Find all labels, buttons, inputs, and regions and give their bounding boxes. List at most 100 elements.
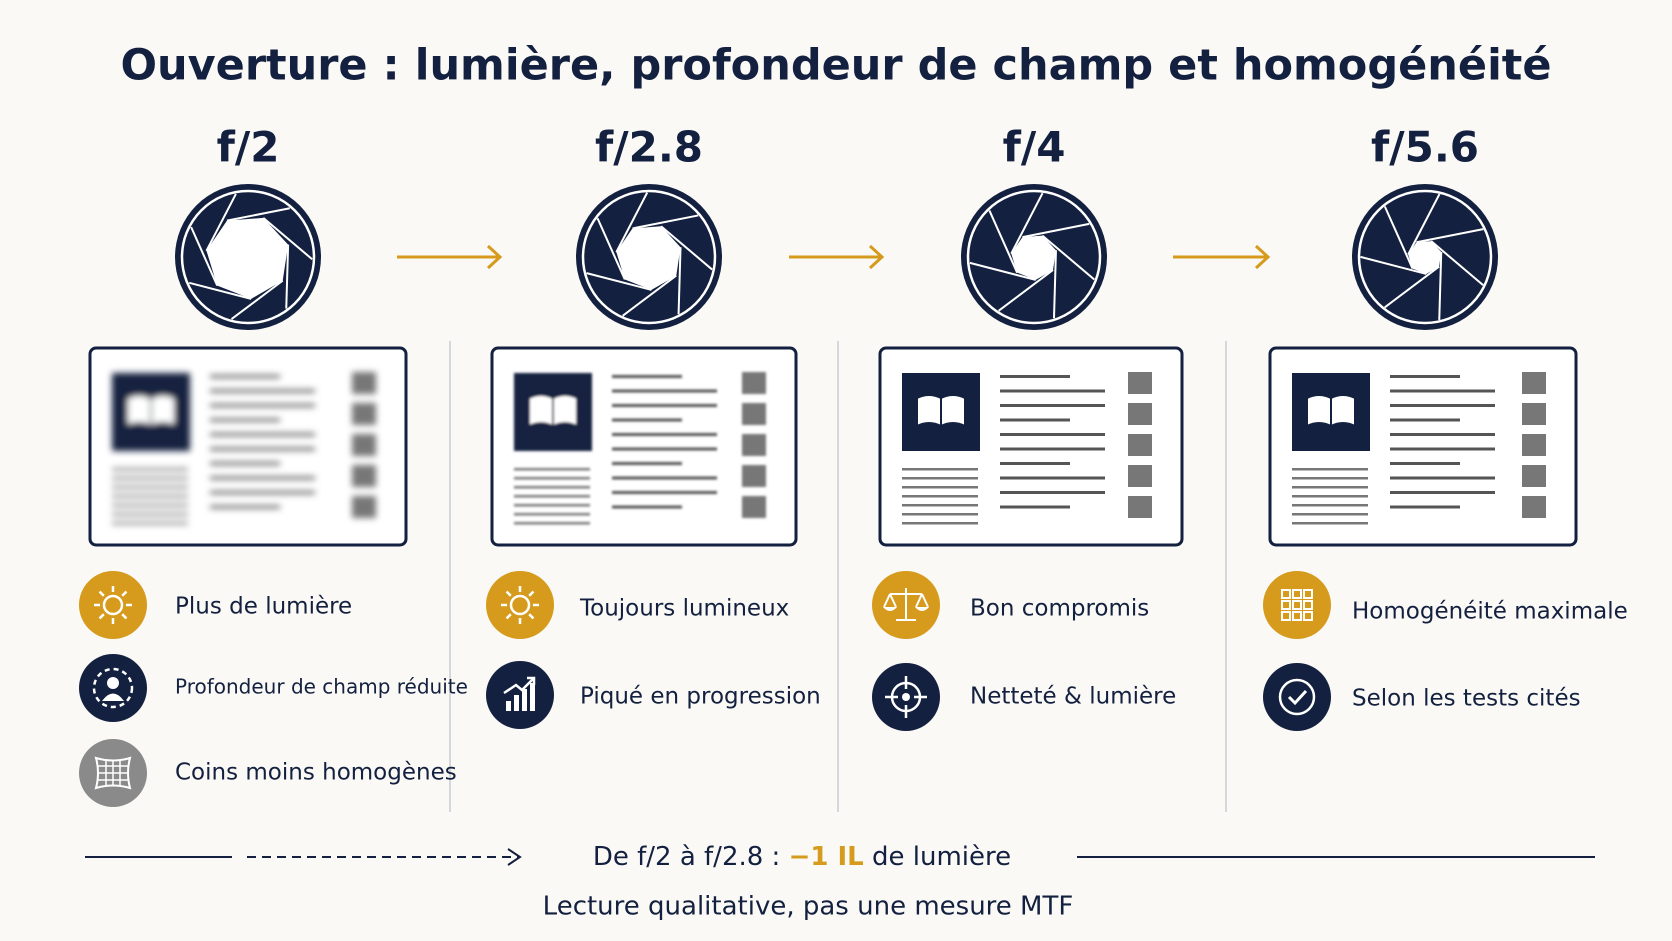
aperture-label: f/2 xyxy=(217,123,280,172)
footer-line1: De f/2 à f/2.8 : −1 IL de lumière xyxy=(593,842,1011,872)
aperture-blade xyxy=(677,247,682,315)
side-block xyxy=(742,496,766,518)
text-line xyxy=(1390,404,1495,407)
side-block xyxy=(352,465,376,487)
text-line xyxy=(112,486,188,489)
aperture-blade xyxy=(205,193,237,252)
text-line xyxy=(210,491,315,494)
footer-rules xyxy=(85,848,1595,866)
text-line xyxy=(1390,433,1495,436)
aperture-ring xyxy=(581,189,717,325)
aperture-blade xyxy=(1384,265,1440,309)
screen-content xyxy=(112,372,376,525)
icon-circle xyxy=(486,571,554,639)
text-line xyxy=(1390,389,1495,393)
text-line xyxy=(612,404,717,407)
text-line xyxy=(514,468,590,471)
text-line xyxy=(1390,418,1460,422)
icon-part xyxy=(121,590,128,597)
side-block xyxy=(352,434,376,456)
side-block xyxy=(1128,496,1152,518)
icon-part xyxy=(1287,689,1308,706)
text-line xyxy=(210,447,315,451)
aperture-icon xyxy=(576,184,722,330)
icon-part xyxy=(506,701,511,711)
icon-part xyxy=(1292,611,1302,621)
icon-part xyxy=(1292,600,1302,610)
aperture-blade xyxy=(1407,193,1441,255)
text-line xyxy=(514,495,590,498)
aperture-ring xyxy=(1357,189,1493,325)
text-line xyxy=(612,491,717,494)
icon-part xyxy=(883,588,929,621)
item-label: Netteté & lumière xyxy=(970,684,1176,710)
side-block xyxy=(1128,434,1152,456)
aperture-opening xyxy=(1408,241,1442,274)
aperture-icon xyxy=(175,184,321,330)
item-icon xyxy=(872,663,940,731)
side-block xyxy=(352,403,376,425)
item-label: Profondeur de champ réduite xyxy=(175,675,468,699)
icon-part xyxy=(1303,600,1313,610)
icon-part xyxy=(528,613,535,620)
aperture-blade xyxy=(1360,255,1427,275)
text-line xyxy=(1292,522,1368,525)
text-line xyxy=(902,477,978,480)
side-block xyxy=(352,496,376,518)
text-line xyxy=(1000,404,1105,407)
icon-circle xyxy=(1263,571,1331,639)
icon-part xyxy=(1281,589,1291,599)
aperture-blade xyxy=(988,210,1019,274)
text-line xyxy=(612,505,682,509)
text-line xyxy=(210,404,315,407)
text-line xyxy=(1000,433,1105,436)
title: Ouverture : lumière, profondeur de champ… xyxy=(120,41,1551,91)
text-line xyxy=(1000,491,1105,494)
item-label: Homogénéité maximale xyxy=(1352,599,1628,625)
aperture-opening xyxy=(206,217,289,299)
aperture-blade xyxy=(998,269,1054,312)
side-block xyxy=(742,434,766,456)
footer-text: De f/2 à f/2.8 : xyxy=(593,842,780,872)
icon-part xyxy=(505,590,512,597)
icon-part xyxy=(883,607,929,611)
book xyxy=(1306,394,1356,428)
aperture-blade xyxy=(1430,240,1484,286)
aperture-ring xyxy=(966,189,1102,325)
item-icon xyxy=(79,654,147,722)
icon-circle xyxy=(1263,663,1331,731)
aperture-blade xyxy=(1438,251,1443,320)
text-line xyxy=(902,468,978,471)
aperture-blade xyxy=(632,214,699,230)
text-line xyxy=(1292,504,1368,507)
aperture-icon xyxy=(961,184,1107,330)
icon-part xyxy=(102,693,124,701)
icon-part xyxy=(509,594,531,616)
text-line xyxy=(902,504,978,507)
text-line xyxy=(112,522,188,525)
text-line xyxy=(1390,491,1495,494)
text-line xyxy=(210,418,280,422)
text-line xyxy=(1000,505,1070,509)
icon-part xyxy=(98,613,105,620)
icon-part xyxy=(1281,600,1291,610)
icon-part xyxy=(1292,589,1302,599)
icon-part xyxy=(522,689,527,711)
aperture-blade xyxy=(285,244,290,309)
text-line xyxy=(112,495,188,498)
item-label: Selon les tests cités xyxy=(1352,686,1581,712)
text-line xyxy=(902,495,978,498)
aperture-blade xyxy=(615,192,649,253)
text-line xyxy=(210,462,280,465)
icon-part xyxy=(1303,589,1313,599)
side-block xyxy=(1522,434,1546,456)
item-icon xyxy=(1263,571,1331,639)
text-line xyxy=(1390,505,1460,509)
item-label: Bon compromis xyxy=(970,596,1149,622)
text-line xyxy=(1000,418,1070,422)
side-block xyxy=(742,372,766,394)
screen-content xyxy=(514,372,766,525)
icon-part xyxy=(107,677,119,689)
text-line xyxy=(210,389,315,393)
